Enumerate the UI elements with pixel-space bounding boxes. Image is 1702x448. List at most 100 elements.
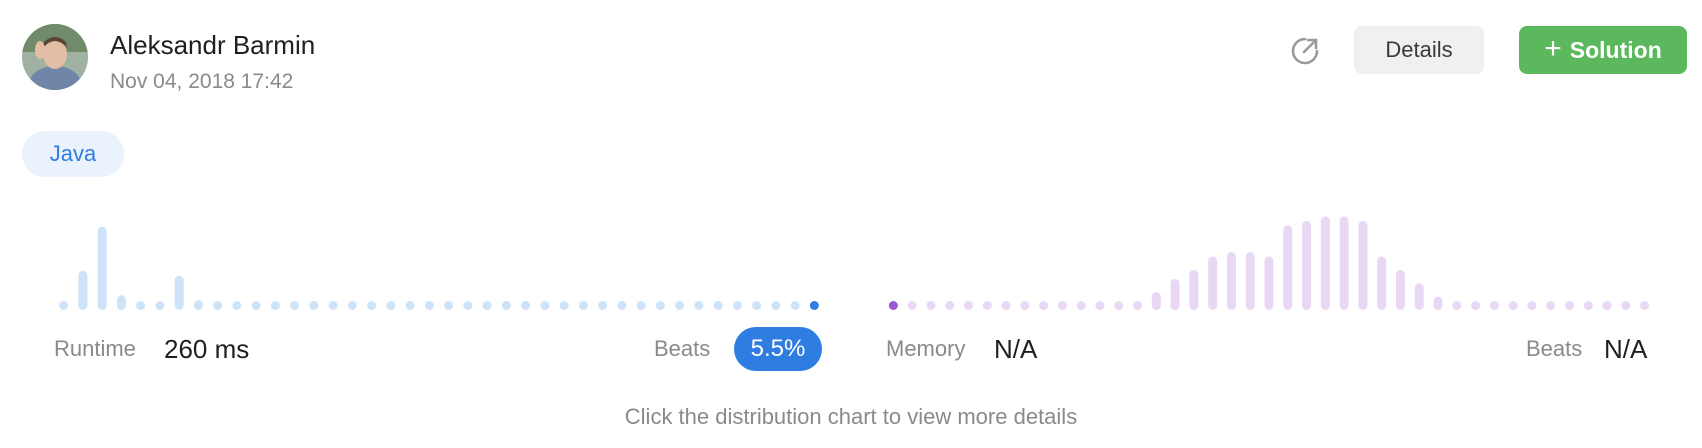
details-button[interactable]: Details	[1354, 26, 1484, 74]
runtime-bar[interactable]	[694, 301, 704, 310]
user-name[interactable]: Aleksandr Barmin	[110, 30, 316, 60]
memory-bar[interactable]	[1151, 292, 1161, 310]
runtime-bar[interactable]	[675, 301, 685, 310]
runtime-bar[interactable]	[636, 301, 646, 310]
memory-bar[interactable]	[1320, 216, 1330, 310]
runtime-bar[interactable]	[405, 301, 415, 310]
runtime-distribution-chart[interactable]	[54, 200, 824, 315]
runtime-bar[interactable]	[424, 301, 434, 310]
runtime-bar[interactable]	[59, 301, 69, 310]
memory-bar[interactable]	[907, 301, 917, 310]
runtime-bar[interactable]	[116, 295, 126, 310]
memory-beats-value: N/A	[1604, 334, 1648, 364]
memory-bar[interactable]	[1583, 301, 1593, 310]
runtime-bar[interactable]	[617, 301, 627, 310]
runtime-bar[interactable]	[78, 270, 88, 310]
runtime-bar[interactable]	[752, 301, 762, 310]
runtime-bar[interactable]	[463, 301, 473, 310]
memory-bar[interactable]	[1527, 301, 1537, 310]
add-solution-button[interactable]: + Solution	[1519, 26, 1687, 74]
memory-bar[interactable]	[1508, 301, 1518, 310]
memory-bar[interactable]	[1546, 301, 1556, 310]
runtime-bar[interactable]	[367, 301, 377, 310]
memory-bar[interactable]	[1189, 269, 1199, 310]
memory-bar[interactable]	[1114, 301, 1124, 310]
memory-bar[interactable]	[1057, 301, 1067, 310]
runtime-bar[interactable]	[251, 301, 261, 310]
runtime-bar[interactable]	[174, 275, 184, 310]
runtime-bar[interactable]	[136, 301, 146, 310]
memory-bar[interactable]	[1302, 220, 1312, 310]
runtime-bar[interactable]	[771, 301, 781, 310]
memory-bar[interactable]	[1245, 252, 1255, 310]
runtime-bar[interactable]	[270, 301, 280, 310]
runtime-bar[interactable]	[155, 301, 165, 310]
runtime-bar[interactable]	[309, 301, 319, 310]
memory-bar[interactable]	[1602, 301, 1612, 310]
runtime-bar[interactable]	[213, 301, 223, 310]
memory-bar[interactable]	[1395, 269, 1405, 310]
runtime-bar[interactable]	[290, 301, 300, 310]
language-tag[interactable]: Java	[22, 131, 124, 177]
memory-bar[interactable]	[1564, 301, 1574, 310]
runtime-bar[interactable]	[809, 301, 819, 310]
runtime-bar[interactable]	[521, 301, 531, 310]
runtime-beats-label: Beats	[654, 336, 711, 361]
share-button[interactable]	[1286, 32, 1324, 70]
runtime-bar[interactable]	[655, 301, 665, 310]
submission-timestamp: Nov 04, 2018 17:42	[110, 70, 294, 93]
memory-bar[interactable]	[1264, 256, 1274, 310]
runtime-bar[interactable]	[732, 301, 742, 310]
runtime-bar[interactable]	[559, 301, 569, 310]
memory-bar[interactable]	[982, 301, 992, 310]
avatar-image	[22, 24, 88, 90]
memory-bar[interactable]	[1433, 296, 1443, 310]
runtime-bar[interactable]	[578, 301, 588, 310]
memory-beats-label: Beats	[1526, 336, 1583, 361]
memory-bar[interactable]	[926, 301, 936, 310]
avatar[interactable]	[22, 24, 88, 90]
memory-bar[interactable]	[1208, 256, 1218, 310]
memory-bar[interactable]	[1133, 301, 1143, 310]
runtime-bar[interactable]	[386, 301, 396, 310]
memory-bar[interactable]	[1001, 301, 1011, 310]
memory-bar[interactable]	[1640, 301, 1650, 310]
memory-bar[interactable]	[945, 301, 955, 310]
memory-bar[interactable]	[1489, 301, 1499, 310]
memory-label: Memory	[886, 336, 966, 361]
plus-icon: +	[1544, 31, 1562, 65]
runtime-label: Runtime	[54, 336, 136, 361]
memory-bar[interactable]	[1377, 256, 1387, 310]
memory-bar[interactable]	[1283, 225, 1293, 310]
runtime-bar[interactable]	[232, 301, 242, 310]
runtime-bar[interactable]	[713, 301, 723, 310]
memory-bar[interactable]	[1414, 283, 1424, 310]
memory-bar[interactable]	[1339, 216, 1349, 310]
runtime-bar[interactable]	[97, 226, 107, 310]
runtime-bar[interactable]	[540, 301, 550, 310]
memory-bar[interactable]	[1170, 278, 1180, 310]
runtime-bar[interactable]	[328, 301, 338, 310]
runtime-bar[interactable]	[444, 301, 454, 310]
chart-hint: Click the distribution chart to view mor…	[624, 404, 1078, 429]
runtime-bar[interactable]	[193, 300, 203, 310]
memory-bar[interactable]	[964, 301, 974, 310]
memory-bar[interactable]	[1452, 301, 1462, 310]
runtime-bar[interactable]	[482, 301, 492, 310]
memory-bar[interactable]	[1358, 220, 1368, 310]
memory-bar[interactable]	[1095, 301, 1105, 310]
solution-button-label: Solution	[1569, 36, 1662, 63]
memory-bar[interactable]	[1621, 301, 1631, 310]
memory-distribution-chart[interactable]	[884, 200, 1654, 315]
memory-bar[interactable]	[888, 301, 898, 310]
memory-bar[interactable]	[1020, 301, 1030, 310]
memory-bar[interactable]	[1076, 301, 1086, 310]
runtime-bar[interactable]	[598, 301, 608, 310]
runtime-value: 260 ms	[164, 334, 250, 364]
memory-bar[interactable]	[1471, 301, 1481, 310]
runtime-bar[interactable]	[790, 301, 800, 310]
runtime-bar[interactable]	[347, 301, 357, 310]
memory-bar[interactable]	[1039, 301, 1049, 310]
runtime-bar[interactable]	[501, 301, 511, 310]
memory-bar[interactable]	[1226, 252, 1236, 310]
